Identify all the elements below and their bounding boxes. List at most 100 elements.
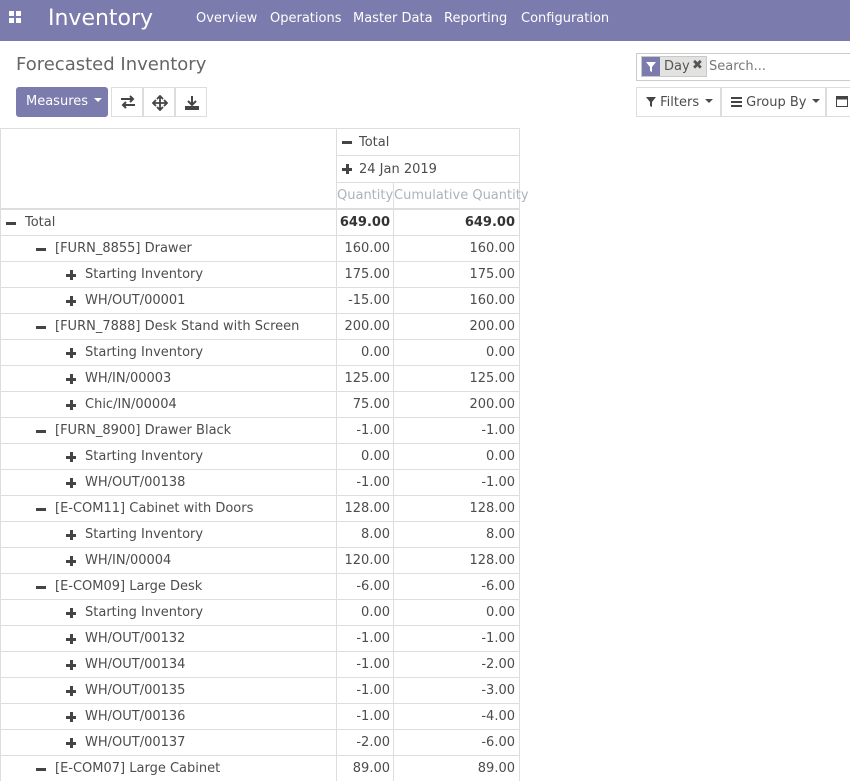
quantity-cell: 175.00	[336, 261, 394, 287]
quantity-cell: 649.00	[336, 209, 394, 235]
group-by-button[interactable]: Group By	[721, 87, 826, 117]
cumulative-quantity-cell: 200.00	[393, 313, 520, 339]
quantity-cell: 89.00	[336, 755, 394, 781]
close-icon[interactable]: ✖	[692, 58, 703, 73]
minus-icon	[36, 322, 46, 332]
search-input[interactable]: Search...	[709, 59, 767, 74]
quantity-cell: -1.00	[336, 625, 394, 651]
pivot-move-row: Starting Inventory 0.00 0.00	[0, 443, 520, 469]
row-header[interactable]: [E-COM11] Cabinet with Doors	[0, 495, 337, 521]
filter-icon	[646, 97, 656, 107]
swap-axes-icon	[121, 95, 135, 109]
row-header[interactable]: [FURN_7888] Desk Stand with Screen	[0, 313, 337, 339]
row-header[interactable]: WH/OUT/00136	[0, 703, 337, 729]
row-header[interactable]: Starting Inventory	[0, 339, 337, 365]
row-header[interactable]: [FURN_8900] Drawer Black	[0, 417, 337, 443]
plus-icon	[66, 270, 76, 280]
minus-icon	[36, 426, 46, 436]
pivot-product-row: [FURN_8855] Drawer 160.00 160.00	[0, 235, 520, 261]
plus-icon	[66, 608, 76, 618]
expand-all-button[interactable]	[143, 87, 175, 117]
cumulative-quantity-cell: -1.00	[393, 469, 520, 495]
row-header-label: WH/OUT/00134	[85, 657, 186, 672]
caret-down-icon	[705, 98, 714, 103]
quantity-cell: 200.00	[336, 313, 394, 339]
filters-button[interactable]: Filters	[636, 87, 721, 117]
caret-down-icon	[812, 98, 821, 103]
row-header[interactable]: Starting Inventory	[0, 443, 337, 469]
row-header[interactable]: WH/OUT/00137	[0, 729, 337, 755]
quantity-cell: -1.00	[336, 469, 394, 495]
pivot-move-row: WH/OUT/00134 -1.00 -2.00	[0, 651, 520, 677]
quantity-cell: 0.00	[336, 599, 394, 625]
calendar-icon	[836, 96, 848, 107]
col-header-date[interactable]: 24 Jan 2019	[336, 155, 520, 182]
cumulative-quantity-cell: 0.00	[393, 339, 520, 365]
pivot-product-row: [FURN_7888] Desk Stand with Screen 200.00…	[0, 313, 520, 339]
pivot-product-row: [FURN_8900] Drawer Black -1.00 -1.00	[0, 417, 520, 443]
menu-overview[interactable]: Overview	[196, 11, 258, 26]
measure-header-cumulative[interactable]: Cumulative Quantity	[393, 182, 529, 209]
row-header[interactable]: WH/OUT/00001	[0, 287, 337, 313]
swap-axes-button[interactable]	[111, 87, 143, 117]
caret-down-icon	[94, 97, 103, 102]
row-header[interactable]: WH/IN/00004	[0, 547, 337, 573]
row-header[interactable]: [E-COM07] Large Cabinet	[0, 755, 337, 781]
pivot-move-row: WH/OUT/00001 -15.00 160.00	[0, 287, 520, 313]
row-header-label: [E-COM09] Large Desk	[55, 579, 203, 594]
header-separator	[0, 208, 520, 210]
measures-label: Measures	[26, 94, 89, 109]
filter-icon	[642, 57, 660, 76]
search-box[interactable]: Day ✖ Search...	[636, 53, 850, 81]
cumulative-quantity-cell: 160.00	[393, 287, 520, 313]
row-header[interactable]: Starting Inventory	[0, 599, 337, 625]
minus-icon	[36, 582, 46, 592]
row-header[interactable]: Total	[0, 209, 337, 235]
cumulative-quantity-cell: 649.00	[393, 209, 520, 235]
measure-header-quantity[interactable]: Quantity	[336, 182, 394, 209]
row-header-label: Total	[25, 215, 56, 230]
plus-icon	[66, 556, 76, 566]
row-header[interactable]: Starting Inventory	[0, 521, 337, 547]
measures-button[interactable]: Measures	[16, 87, 108, 117]
row-header-label: WH/IN/00003	[85, 371, 172, 386]
row-header[interactable]: Starting Inventory	[0, 261, 337, 287]
app-title[interactable]: Inventory	[48, 6, 154, 31]
download-button[interactable]	[175, 87, 207, 117]
expand-all-icon	[152, 95, 168, 111]
row-header-label: WH/OUT/00132	[85, 631, 186, 646]
plus-icon	[66, 348, 76, 358]
plus-icon	[66, 296, 76, 306]
row-header[interactable]: [E-COM09] Large Desk	[0, 573, 337, 599]
row-header-label: Starting Inventory	[85, 267, 204, 282]
menu-reporting[interactable]: Reporting	[444, 11, 508, 26]
pivot-move-row: WH/OUT/00132 -1.00 -1.00	[0, 625, 520, 651]
col-header-total[interactable]: Total	[336, 128, 520, 155]
plus-icon	[66, 530, 76, 540]
calendar-button[interactable]	[826, 87, 850, 117]
top-navbar: Inventory Overview Operations Master Dat…	[0, 0, 850, 41]
row-header[interactable]: WH/OUT/00132	[0, 625, 337, 651]
menu-configuration[interactable]: Configuration	[521, 11, 610, 26]
row-header[interactable]: WH/OUT/00134	[0, 651, 337, 677]
cumulative-quantity-cell: 160.00	[393, 235, 520, 261]
row-header[interactable]: [FURN_8855] Drawer	[0, 235, 337, 261]
row-header[interactable]: WH/OUT/00138	[0, 469, 337, 495]
facet-label: Day	[664, 59, 690, 74]
quantity-cell: 160.00	[336, 235, 394, 261]
pivot-move-row: WH/IN/00004 120.00 128.00	[0, 547, 520, 573]
cumulative-quantity-cell: 0.00	[393, 599, 520, 625]
menu-operations[interactable]: Operations	[270, 11, 342, 26]
row-header[interactable]: Chic/IN/00004	[0, 391, 337, 417]
cumulative-quantity-cell: 0.00	[393, 443, 520, 469]
row-header[interactable]: WH/IN/00003	[0, 365, 337, 391]
cumulative-quantity-cell: 128.00	[393, 495, 520, 521]
minus-icon	[36, 764, 46, 774]
pivot-product-row: [E-COM07] Large Cabinet 89.00 89.00	[0, 755, 520, 781]
menu-master-data[interactable]: Master Data	[353, 11, 433, 26]
apps-grid-icon[interactable]	[9, 11, 22, 24]
row-header[interactable]: WH/OUT/00135	[0, 677, 337, 703]
pivot-move-row: Starting Inventory 8.00 8.00	[0, 521, 520, 547]
row-header-label: [FURN_8900] Drawer Black	[55, 423, 232, 438]
pivot-move-row: WH/IN/00003 125.00 125.00	[0, 365, 520, 391]
